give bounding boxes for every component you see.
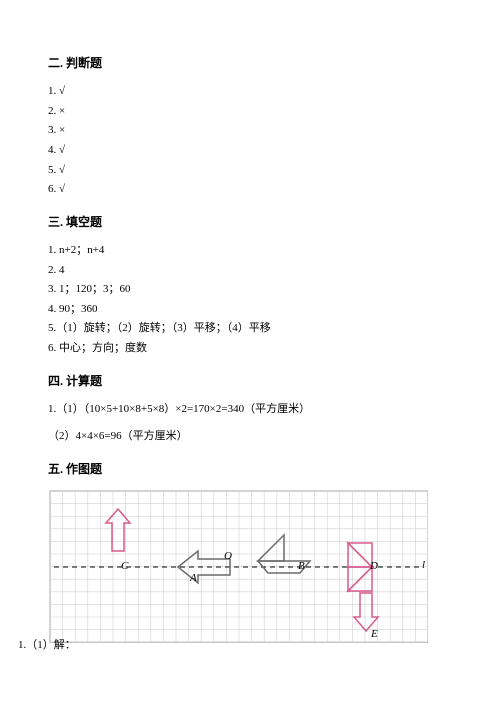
judge-a6: 6. √ (48, 181, 452, 199)
judge-a2: 2. × (48, 103, 452, 121)
judge-a3: 3. × (48, 122, 452, 140)
fill-a5: 5.（1）旋转；（2）旋转；（3）平移；（4）平移 (48, 320, 452, 338)
section-fill-title: 三. 填空题 (48, 213, 452, 232)
fill-answers: 1. n+2；n+4 2. 4 3. 1；120；3；60 4. 90；360 … (48, 242, 452, 358)
section-draw-title: 五. 作图题 (48, 460, 452, 479)
svg-text:l: l (422, 559, 425, 571)
judge-a4: 4. √ (48, 142, 452, 160)
svg-text:O: O (224, 550, 232, 562)
section-calc-title: 四. 计算题 (48, 372, 452, 391)
fill-a3: 3. 1；120；3；60 (48, 281, 452, 299)
diagram-caption: 1.（1）解： (18, 637, 76, 655)
svg-text:D: D (369, 560, 378, 572)
judge-a5: 5. √ (48, 162, 452, 180)
fill-a1: 1. n+2；n+4 (48, 242, 452, 260)
fill-a4: 4. 90；360 (48, 301, 452, 319)
calc-line2: （2）4×4×6=96（平方厘米） (48, 428, 452, 446)
diagram-svg: C A O B D El (48, 489, 428, 649)
svg-text:B: B (298, 560, 305, 572)
fill-a2: 2. 4 (48, 262, 452, 280)
svg-text:C: C (121, 560, 129, 572)
fill-a6: 6. 中心；方向；度数 (48, 340, 452, 358)
calc-line1: 1.（1）（10×5+10×8+5×8）×2=170×2=340（平方厘米） (48, 401, 452, 419)
svg-text:E: E (370, 628, 378, 640)
svg-text:A: A (189, 572, 197, 584)
judge-a1: 1. √ (48, 83, 452, 101)
section-judge-title: 二. 判断题 (48, 54, 452, 73)
diagram-container: CAOBDEl 1.（1）解： (48, 489, 428, 649)
judge-answers: 1. √ 2. × 3. × 4. √ 5. √ 6. √ (48, 83, 452, 199)
